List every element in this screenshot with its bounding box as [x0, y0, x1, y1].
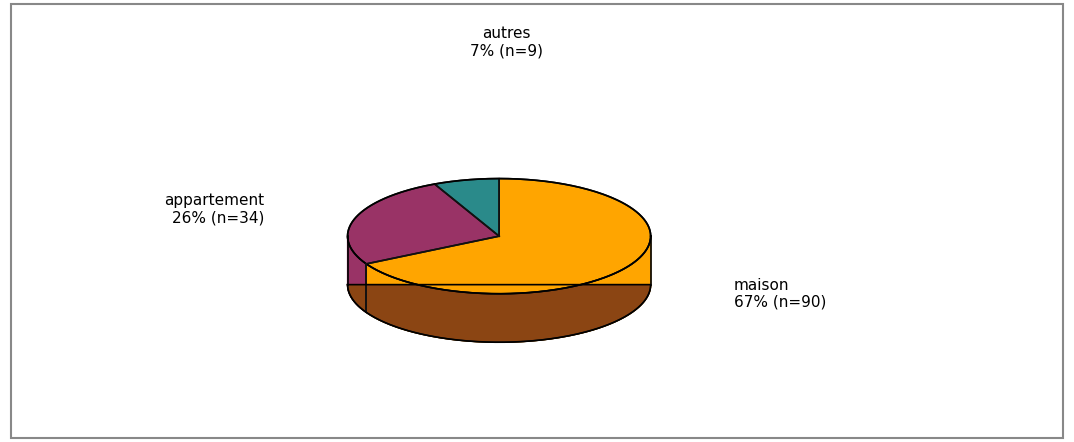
Polygon shape	[366, 179, 651, 294]
Text: appartement
26% (n=34): appartement 26% (n=34)	[164, 193, 264, 225]
Polygon shape	[348, 184, 499, 264]
Polygon shape	[348, 236, 366, 312]
Polygon shape	[366, 237, 651, 342]
Polygon shape	[435, 179, 499, 236]
Polygon shape	[348, 285, 651, 342]
Text: autres
7% (n=9): autres 7% (n=9)	[470, 26, 543, 58]
Text: maison
67% (n=90): maison 67% (n=90)	[734, 278, 826, 310]
